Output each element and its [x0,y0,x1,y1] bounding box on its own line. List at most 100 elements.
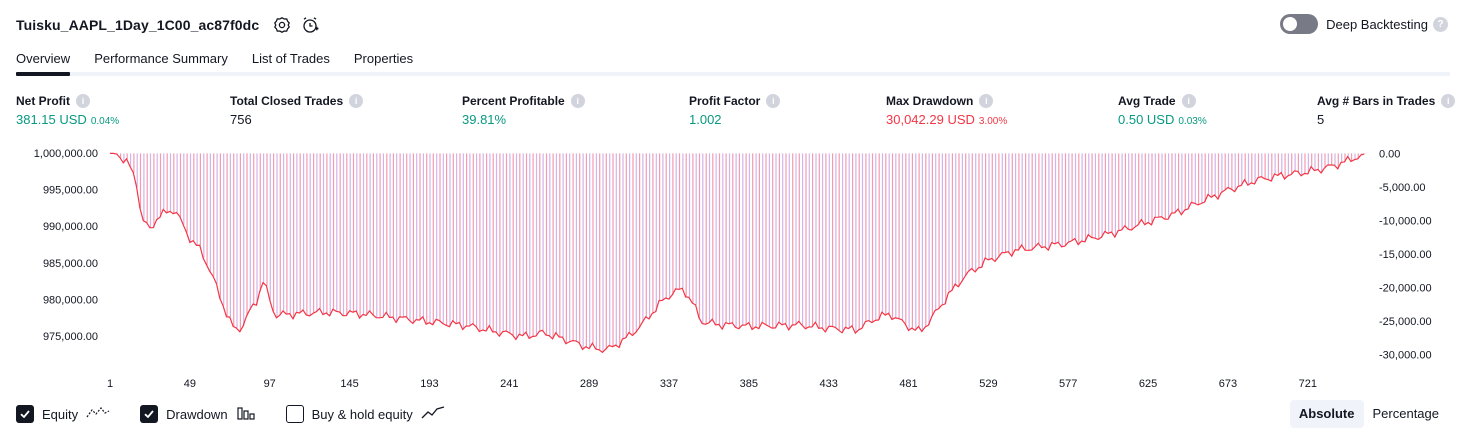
drawdown-bar [319,153,321,309]
legend-label: Buy & hold equity [311,406,413,422]
drawdown-bar [1098,153,1100,240]
equity-drawdown-chart[interactable]: 1,000,000.00 995,000.00 990,000.00 985,000.… [0,140,1466,390]
drawdown-bar [609,153,611,346]
tab-overview[interactable]: Overview [16,44,71,76]
absolute-button[interactable]: Absolute [1289,400,1364,428]
drawdown-bar [1181,153,1183,215]
strategy-title: Tuisku_AAPL_1Day_1C00_ac87f0dc [16,17,260,33]
drawdown-bar [382,153,384,318]
drawdown-bar [745,153,747,326]
drawdown-bar [509,153,511,333]
tab-list-of-trades[interactable]: List of Trades [251,50,330,66]
drawdown-bar [1294,153,1296,171]
drawdown-bar [805,153,807,329]
drawdown-bar [702,153,704,324]
x-axis-tick-label: 49 [184,378,196,390]
drawdown-checkbox[interactable] [140,405,159,423]
info-icon[interactable]: i [979,94,994,108]
drawdown-bar [219,153,221,299]
deep-backtesting-toggle[interactable] [1280,14,1319,34]
drawdown-bar [695,153,697,305]
info-icon[interactable]: i [570,94,585,108]
x-axis-tick-label: 145 [340,378,358,390]
drawdown-bar [505,153,508,331]
x-axis-tick-label: 1 [107,378,113,390]
metric-value: 39.81% [462,112,507,127]
drawdown-bar [359,153,361,319]
drawdown-bar [669,153,671,300]
alarm-add-icon[interactable] [299,14,321,36]
drawdown-bar [1114,153,1116,238]
drawdown-bar [1304,153,1306,174]
drawdown-bar [768,153,770,327]
question-icon[interactable]: ? [1433,16,1448,32]
drawdown-bar [149,153,152,228]
deep-backtesting-label: Deep Backtesting [1326,16,1428,32]
drawdown-bar [519,153,521,335]
buy-hold-checkbox[interactable] [285,405,304,423]
drawdown-bar [1091,153,1093,238]
drawdown-bar [289,153,291,314]
drawdown-bar [921,153,923,332]
drawdown-bar [868,153,870,321]
drawdown-bar [386,153,388,313]
drawdown-bar [442,153,444,324]
metric-value: 1.002 [689,112,722,127]
drawdown-bar [838,153,840,331]
x-axis-tick-label: 529 [979,378,997,390]
drawdown-bar [1104,153,1106,232]
drawdown-bar [525,153,528,333]
tab-performance-summary[interactable]: Performance Summary [94,50,228,66]
info-icon[interactable]: i [1181,94,1196,108]
drawdown-bar [243,153,245,327]
legend-equity[interactable]: Equity [16,405,110,424]
drawdown-bar [1078,153,1080,245]
legend-drawdown[interactable]: Drawdown [140,405,255,424]
drawdown-bars [116,153,1366,353]
drawdown-bar [133,153,135,173]
drawdown-bar [725,153,727,323]
drawdown-bar [1031,153,1033,251]
drawdown-bar [649,153,651,319]
drawdown-bar [203,153,205,259]
drawdown-bar [409,153,411,321]
info-icon[interactable]: i [76,94,90,108]
drawdown-bar [1061,153,1063,247]
drawdown-bar [539,153,541,332]
drawdown-bar [362,153,365,315]
x-axis-tick-label: 721 [1299,378,1317,390]
equity-checkbox[interactable] [16,405,34,423]
right-axis-tick-label: -15,000.00 [1379,249,1432,261]
drawdown-bar [273,153,275,312]
info-icon[interactable]: i [1441,94,1456,108]
drawdown-bar [1081,153,1083,242]
tab-properties[interactable]: Properties [353,50,414,66]
right-axis-tick-label: -10,000.00 [1379,216,1432,228]
drawdown-bar [1337,153,1339,169]
percentage-button[interactable]: Percentage [1372,406,1440,421]
drawdown-bar [748,153,750,323]
gear-icon[interactable] [271,14,293,36]
drawdown-bar [529,153,531,339]
info-icon[interactable]: i [349,94,364,108]
drawdown-bar [712,153,714,320]
drawdown-bar [655,153,657,312]
drawdown-bar [253,153,255,305]
drawdown-bar [233,153,235,327]
drawdown-bar [755,153,757,328]
drawdown-bar [818,153,820,329]
drawdown-bar [885,153,887,316]
drawdown-bar [788,153,790,330]
drawdown-bar [1161,153,1163,217]
drawdown-bar [692,153,694,304]
drawdown-bar [1084,153,1087,242]
drawdown-bar [502,153,504,332]
drawdown-bar [572,153,574,341]
drawdown-bar [975,153,977,272]
drawdown-bar [592,153,594,344]
drawdown-bar [855,153,857,334]
legend-buy-hold[interactable]: Buy & hold equity [285,405,445,424]
metric-percent: 3.00% [978,116,1008,127]
drawdown-bar [752,153,754,330]
info-icon[interactable]: i [766,94,781,108]
